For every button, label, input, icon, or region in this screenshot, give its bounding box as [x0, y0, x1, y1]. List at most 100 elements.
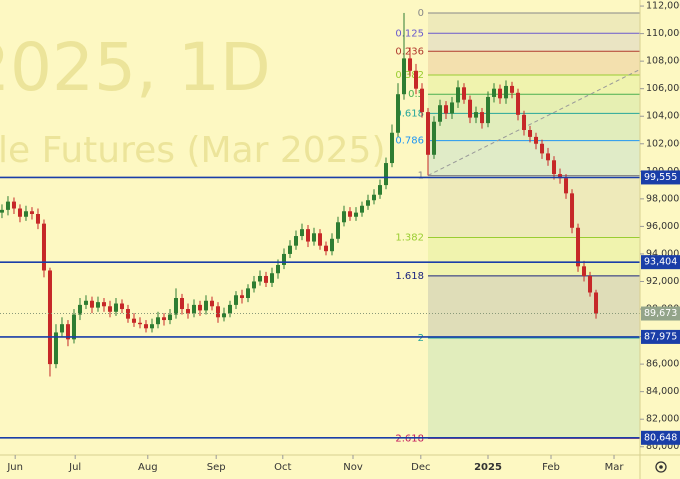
- fib-band: [428, 51, 640, 76]
- candle-body: [305, 229, 310, 242]
- candle-body: [456, 87, 461, 103]
- candle-body: [251, 281, 256, 289]
- candle-body: [89, 300, 94, 308]
- candle-body: [480, 112, 485, 124]
- candle-body: [227, 304, 232, 314]
- y-tick-label: 106,000: [646, 83, 680, 94]
- candle-body: [534, 136, 539, 144]
- candle-body: [95, 302, 100, 308]
- level-label-box: [641, 170, 680, 185]
- candle-body: [336, 222, 341, 239]
- candle-body: [23, 211, 28, 217]
- y-tick-label: 84,000: [646, 386, 679, 397]
- fib-label: 0.786: [395, 136, 424, 147]
- watermark: 2025, 1D: [0, 29, 271, 106]
- candle-body: [324, 245, 329, 252]
- candle-body: [360, 205, 365, 213]
- candle-body: [516, 92, 521, 115]
- candle-body: [119, 303, 124, 310]
- y-tick-label: 104,000: [646, 111, 680, 122]
- candle-body: [372, 194, 377, 201]
- candle-body: [492, 88, 497, 97]
- candle-body: [209, 300, 214, 307]
- level-label-box: [641, 255, 680, 270]
- candle-body: [498, 88, 503, 99]
- candle-body: [462, 87, 467, 100]
- x-tick-label: Nov: [343, 462, 363, 473]
- candle-body: [77, 304, 82, 315]
- candle-body: [528, 130, 533, 137]
- x-tick-label: Jun: [6, 462, 23, 473]
- candle-body: [366, 200, 371, 206]
- candle-body: [0, 209, 4, 213]
- fib-band: [428, 175, 640, 238]
- candle-body: [564, 178, 569, 194]
- candle-body: [552, 160, 557, 175]
- candle-body: [576, 227, 581, 267]
- y-tick-label: 98,000: [646, 193, 679, 204]
- candle-body: [143, 324, 148, 329]
- candle-body: [53, 332, 58, 365]
- candle-body: [233, 295, 238, 305]
- candle-body: [245, 288, 250, 299]
- fib-band: [428, 113, 640, 141]
- candle-body: [426, 112, 431, 155]
- candle-body: [522, 114, 527, 130]
- trend-line: [427, 68, 641, 176]
- candle-body: [558, 174, 563, 179]
- settings-icon[interactable]: [655, 461, 667, 473]
- fib-label: 1.618: [395, 271, 424, 282]
- candle-body: [71, 314, 76, 340]
- fib-band: [428, 140, 640, 176]
- candle-body: [275, 264, 280, 274]
- candle-body: [197, 304, 202, 311]
- fib-label: 2: [418, 333, 424, 344]
- candle-body: [342, 211, 347, 223]
- fib-label: 1: [418, 170, 424, 181]
- level-label: 93,404: [644, 257, 677, 268]
- candle-body: [161, 317, 166, 321]
- candle-body: [474, 112, 479, 118]
- y-tick-label: 102,000: [646, 138, 680, 149]
- level-label: 87,975: [644, 331, 677, 342]
- fib-label: 2.618: [395, 433, 424, 444]
- candle-body: [35, 214, 40, 224]
- candle-body: [402, 58, 407, 95]
- y-tick-label: 92,000: [646, 276, 679, 287]
- candle-body: [83, 300, 88, 305]
- level-label: 99,555: [644, 172, 677, 183]
- candle-body: [29, 211, 34, 215]
- candle-body: [41, 223, 46, 271]
- candle-body: [468, 99, 473, 118]
- candle-body: [390, 132, 395, 164]
- candle-body: [408, 58, 413, 71]
- candle-body: [486, 96, 491, 124]
- candle-body: [510, 85, 515, 93]
- fib-label: 0.5: [408, 89, 424, 100]
- candle-body: [588, 275, 593, 293]
- candle-body: [263, 275, 268, 283]
- fib-label: 0.125: [395, 28, 424, 39]
- fib-band: [428, 75, 640, 95]
- candle-body: [131, 318, 136, 323]
- y-tick-label: 82,000: [646, 414, 679, 425]
- candle-body: [378, 185, 383, 195]
- last-price-label: 89,673: [644, 308, 677, 319]
- level-label: 80,648: [644, 432, 677, 443]
- candle-body: [107, 306, 112, 312]
- candle-body: [185, 309, 190, 314]
- candle-body: [438, 105, 443, 122]
- x-tick-label: Mar: [605, 462, 625, 473]
- fib-band: [428, 33, 640, 52]
- candle-body: [5, 201, 10, 210]
- candle-body: [221, 313, 226, 318]
- fib-band: [428, 237, 640, 276]
- candle-body: [293, 236, 298, 246]
- fib-band: [428, 275, 640, 338]
- candle-body: [318, 233, 322, 246]
- candle-body: [269, 273, 274, 283]
- last-price-box: [641, 306, 680, 321]
